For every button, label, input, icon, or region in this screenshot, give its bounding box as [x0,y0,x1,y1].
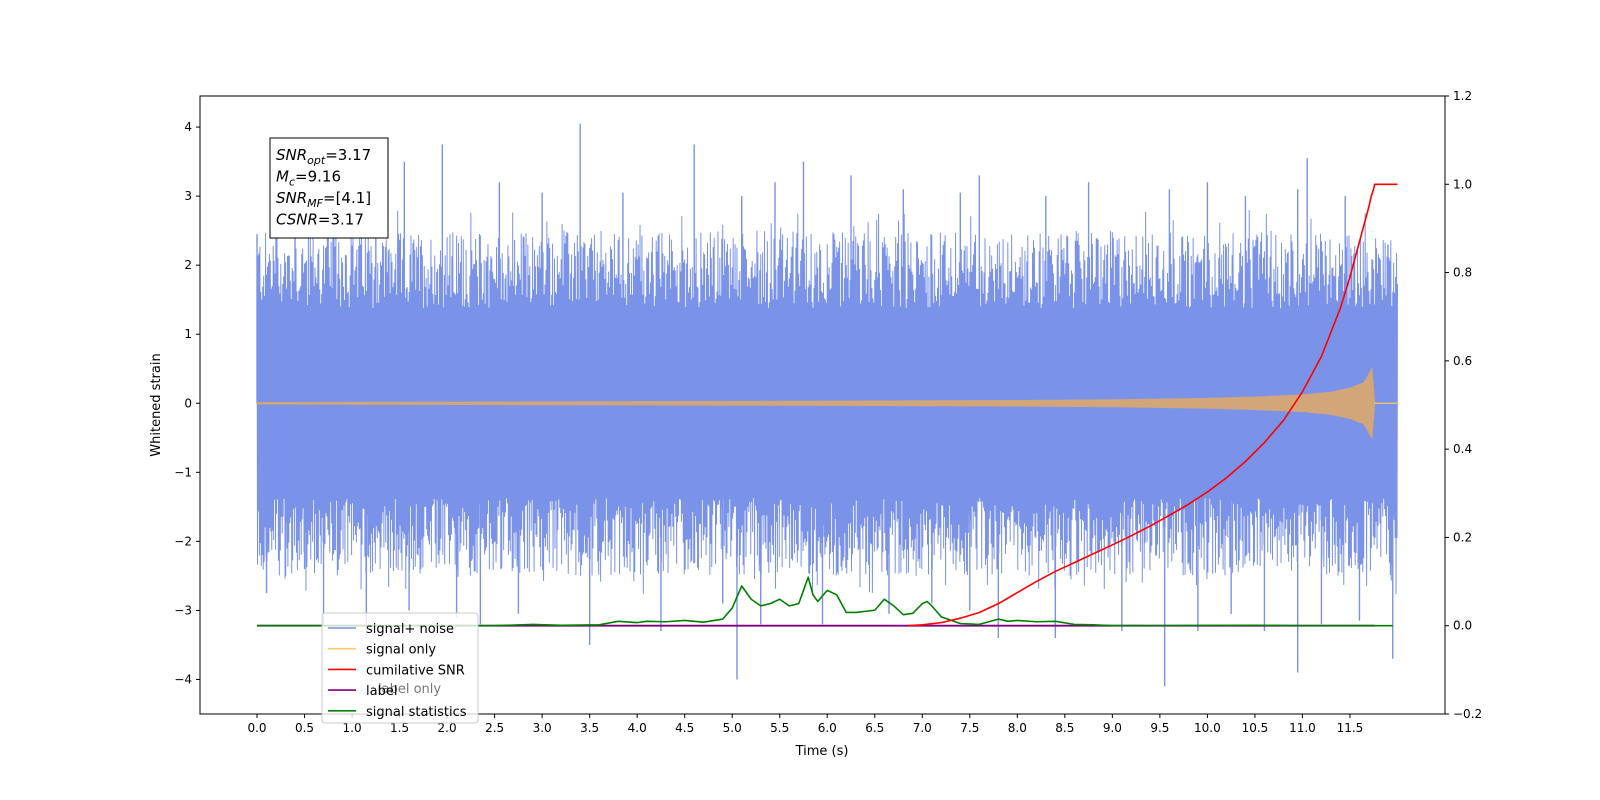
y2-tick-label: 0.2 [1453,530,1472,544]
legend-entry: signal statistics [366,705,467,720]
x-tick-label: 10.5 [1242,721,1269,735]
x-tick-label: 4.0 [628,721,647,735]
y-axis-label: Whitened strain [149,353,164,456]
x-tick-label: 9.5 [1150,721,1169,735]
x-tick-label: 7.5 [960,721,979,735]
annotation-line: SNRMF=[4.1] [276,189,371,210]
legend-entry: label [366,684,397,699]
series-signal-only [256,366,1376,440]
x-tick-label: 0.5 [295,721,314,735]
series-signal-statistics [257,576,1393,627]
y-tick-label: −4 [174,672,192,686]
x-tick-label: 5.5 [770,721,789,735]
legend-hidden-label: label only [378,682,441,697]
legend-entry: cumilative SNR [366,663,465,678]
series-signal-noise-peaks [256,123,1394,687]
plot-series-layer [256,123,1398,687]
x-tick-label: 11.5 [1337,721,1364,735]
x-tick-label: 6.0 [818,721,837,735]
y-tick-label: 3 [184,189,192,203]
annotation-line: Mc=9.16 [276,168,341,189]
plot-frame [199,95,1446,715]
y2-tick-label: 1.0 [1453,177,1472,191]
y2-tick-label: 0.6 [1453,354,1472,368]
y2-tick-label: 1.2 [1453,89,1472,103]
x-tick-label: 0.0 [247,721,266,735]
y-axis-left: −4 −3 −2 −1 0 1 2 3 4 [174,120,200,686]
y-tick-label: 0 [184,396,192,410]
y-axis-right: −0.2 0.0 0.2 0.4 0.6 0.8 1.0 1.2 [1445,89,1482,721]
x-tick-label: 6.5 [865,721,884,735]
series-cumulative-snr [907,183,1398,627]
annotation-line: CSNR=3.17 [276,211,364,229]
legend: label only signal+ noise signal only cumila… [321,612,479,724]
y2-tick-label: 0.8 [1453,266,1472,280]
x-tick-label: 11.0 [1289,721,1316,735]
y-tick-label: −1 [174,465,192,479]
x-tick-label: 8.0 [1008,721,1027,735]
x-axis: 0.0 0.5 1.0 1.5 2.0 2.5 3.0 3.5 4.0 4.5 5.0 5.5 6.0 6… [247,714,1363,735]
x-tick-label: 3.5 [580,721,599,735]
x-tick-label: 7.0 [913,721,932,735]
legend-entry: signal only [366,643,436,658]
x-tick-label: 1.5 [390,721,409,735]
x-tick-label: 2.0 [438,721,457,735]
x-tick-label: 2.5 [485,721,504,735]
y2-tick-label: −0.2 [1453,707,1482,721]
y-tick-label: 1 [184,327,192,341]
y2-tick-label: 0.0 [1453,619,1472,633]
legend-entry: signal+ noise [366,622,454,637]
x-axis-label: Time (s) [795,744,849,759]
y-tick-label: 4 [184,120,192,134]
x-tick-label: 10.0 [1194,721,1221,735]
annotation-line: SNRopt=3.17 [276,146,371,167]
x-tick-label: 4.5 [675,721,694,735]
x-tick-label: 8.5 [1055,721,1074,735]
x-tick-label: 5.0 [723,721,742,735]
y2-tick-label: 0.4 [1453,442,1472,456]
x-tick-label: 9.0 [1103,721,1122,735]
y-tick-label: −2 [174,534,192,548]
x-tick-label: 3.0 [533,721,552,735]
y-tick-label: 2 [184,258,192,272]
x-tick-label: 1.0 [343,721,362,735]
y-tick-label: −3 [174,603,192,617]
